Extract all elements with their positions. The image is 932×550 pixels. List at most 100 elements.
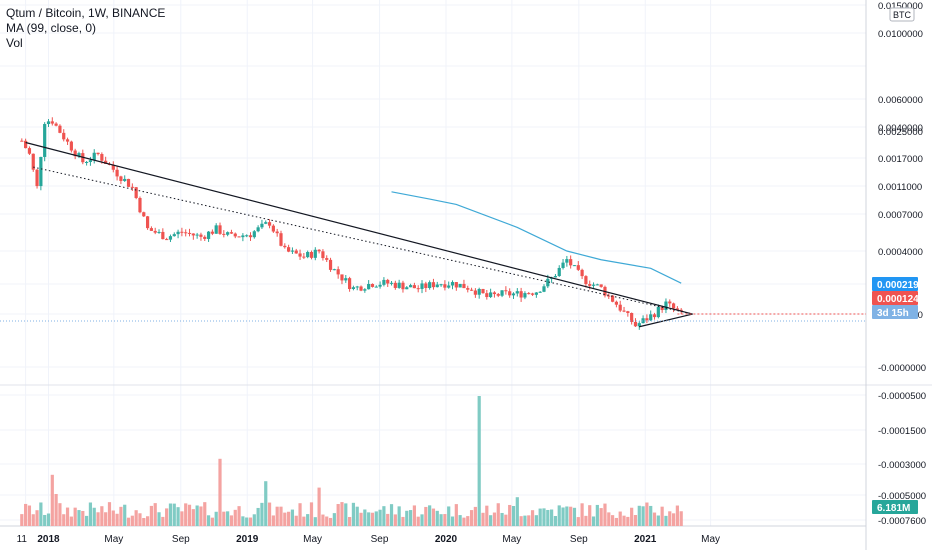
candle-body (610, 295, 615, 302)
candle (248, 232, 253, 241)
candle (287, 244, 291, 253)
volume-bar (92, 507, 96, 526)
symbol-title[interactable]: Qtum / Bitcoin, 1W, BINANCE (6, 6, 166, 20)
candle-body (660, 306, 664, 311)
candle-body (344, 278, 348, 281)
candle (180, 227, 184, 237)
volume-bar (382, 506, 386, 526)
candle (187, 228, 192, 237)
candle-body (168, 236, 173, 240)
volume-bar (187, 504, 192, 526)
candle (130, 183, 134, 191)
candle (382, 277, 386, 287)
candle (313, 247, 317, 261)
candle (473, 288, 477, 298)
volume-bar (302, 516, 306, 526)
volume-bar (145, 516, 150, 526)
candle-body (367, 283, 371, 290)
candle-body (340, 274, 344, 281)
candle (27, 146, 32, 155)
candle-body (85, 161, 89, 163)
volume-bar (119, 506, 123, 526)
candle-body (88, 160, 93, 162)
volume-bar (420, 514, 424, 526)
candle-body (443, 284, 447, 288)
candle-body (469, 289, 474, 291)
candle-body (229, 232, 234, 234)
grid-lines (0, 0, 866, 526)
candle (50, 117, 54, 126)
volume-bar (153, 503, 157, 526)
price-tick-label: 0.0025000 (878, 127, 923, 138)
candle-body (203, 236, 207, 239)
volume-bar (508, 504, 512, 526)
candle (626, 310, 630, 317)
volume-bar (435, 510, 439, 526)
time-tick-label: 2018 (37, 534, 60, 545)
volume-bar (511, 505, 516, 526)
candle (126, 178, 131, 188)
candle-body (572, 265, 577, 267)
price-tick-label: -0.0003000 (878, 460, 926, 471)
candle (58, 124, 62, 134)
candle (485, 289, 489, 300)
candle (245, 234, 249, 238)
candle-body (237, 236, 241, 238)
candle (233, 232, 237, 239)
candle (462, 279, 466, 289)
candle-body (679, 309, 683, 311)
candle (401, 280, 405, 293)
candle-body (62, 132, 66, 140)
volume-bar (610, 515, 615, 526)
ma-indicator-label[interactable]: MA (99, close, 0) (6, 21, 97, 35)
volume-bar (378, 509, 382, 526)
time-tick-label: May (701, 534, 720, 545)
countdown-badge: 3d 15h (872, 305, 918, 319)
candle (123, 175, 127, 182)
volume-bar (473, 506, 477, 526)
candle-body (199, 234, 203, 237)
volume-bar (481, 512, 485, 526)
candle (184, 229, 188, 237)
candle-body (287, 247, 291, 252)
candle (408, 283, 413, 288)
candle-body (306, 252, 310, 258)
candle (294, 248, 298, 254)
ma-value-badge-bg (872, 277, 918, 291)
candle (256, 225, 260, 233)
candle-body (130, 186, 134, 188)
candle-body (298, 253, 302, 257)
volume-bar (450, 516, 455, 526)
volume-bar (104, 512, 108, 526)
volume-bar (199, 506, 203, 526)
candle (572, 265, 577, 267)
price-tick-label: 0.0017000 (878, 154, 923, 165)
volume-bar (123, 504, 127, 526)
last-price-badge-bg (872, 291, 918, 305)
candle-body (111, 164, 115, 170)
volume-bar (309, 502, 314, 526)
candle-body (591, 284, 596, 286)
currency-badge-bg (889, 7, 915, 22)
candle (43, 122, 47, 162)
candle (344, 275, 348, 283)
volume-bar (241, 516, 245, 526)
volume-bar (287, 511, 291, 526)
candle-body (325, 258, 329, 260)
volume-indicator-label[interactable]: Vol (6, 36, 23, 50)
volume-bar (656, 515, 660, 526)
candle (69, 140, 73, 153)
candle-body (664, 301, 668, 311)
candle (591, 282, 596, 289)
candle-body (222, 233, 226, 235)
candle (496, 292, 500, 298)
volume-bar (668, 511, 672, 526)
price-tick-label: -0.0007600 (878, 516, 926, 527)
candle-body (241, 235, 245, 238)
volume-bar (530, 510, 535, 526)
candle (367, 280, 371, 290)
candle (614, 300, 619, 308)
volume-bar (443, 514, 447, 526)
candle-body (671, 303, 676, 309)
